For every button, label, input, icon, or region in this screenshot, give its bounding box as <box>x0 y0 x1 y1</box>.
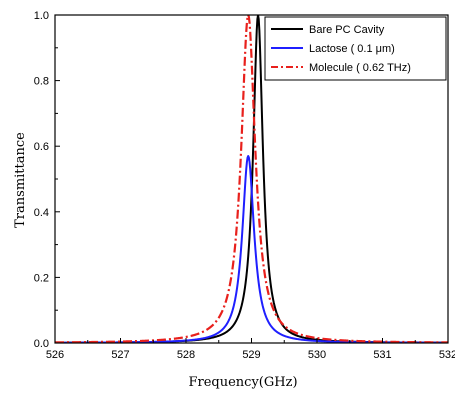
x-tick-label: 528 <box>177 349 195 361</box>
x-tick-label: 531 <box>373 349 391 361</box>
x-tick-label: 529 <box>242 349 260 361</box>
legend-label-bare: Bare PC Cavity <box>309 24 385 36</box>
x-tick-label: 530 <box>308 349 326 361</box>
x-tick-label: 532 <box>439 349 455 361</box>
y-tick-label: 0.0 <box>34 338 49 350</box>
x-axis-title: Frequency(GHz) <box>188 375 297 390</box>
x-tick-label: 526 <box>46 349 64 361</box>
series-line-molecule <box>55 15 448 343</box>
x-tick-label: 527 <box>111 349 129 361</box>
legend-label-molecule: Molecule ( 0.62 THz) <box>309 62 411 74</box>
y-tick-label: 0.4 <box>34 207 49 219</box>
y-tick-label: 0.8 <box>34 76 49 88</box>
y-axis-title: Transmittance <box>13 132 28 228</box>
y-tick-label: 1.0 <box>34 10 49 22</box>
y-tick-label: 0.2 <box>34 272 49 284</box>
series-line-lactose <box>55 155 448 343</box>
y-tick-label: 0.6 <box>34 141 49 153</box>
legend-label-lactose: Lactose ( 0.1 μm) <box>309 43 395 55</box>
